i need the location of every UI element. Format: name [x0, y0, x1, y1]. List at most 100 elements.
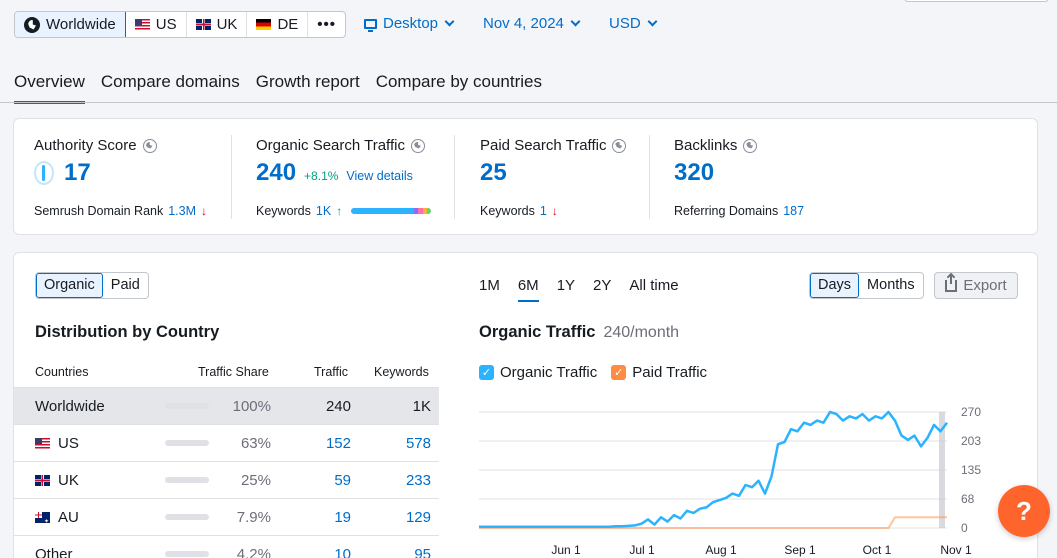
keywords-value: 1K — [412, 398, 431, 415]
traffic-share-header: Traffic Share — [198, 365, 269, 379]
keywords-value[interactable]: 129 — [405, 509, 431, 526]
backlinks-title: Backlinks — [674, 137, 738, 154]
region-label: US — [155, 16, 177, 33]
domain-rank-value[interactable]: 1.3M — [168, 204, 197, 218]
backlinks-value[interactable]: 320 — [674, 159, 715, 186]
view-details-link[interactable]: View details — [346, 169, 413, 183]
days-button[interactable]: Days — [810, 273, 860, 298]
traffic-share-bar — [165, 440, 209, 446]
region-label: UK — [216, 16, 238, 33]
info-icon[interactable] — [743, 138, 758, 153]
series-line-paid-traffic — [479, 516, 947, 529]
x-tick-label: Sep 1 — [784, 543, 816, 557]
traffic-share-bar — [165, 551, 209, 557]
traffic-share-value: 4.2% — [236, 546, 271, 558]
date-label: Nov 4, 2024 — [483, 15, 564, 32]
metric-sub: Keywords 1K ↑ — [256, 204, 432, 218]
paid-toggle-button[interactable]: Paid — [110, 277, 140, 293]
referring-domains-value[interactable]: 187 — [783, 204, 805, 218]
region-us-button[interactable]: US — [126, 12, 187, 37]
chart-title: Organic Traffic — [479, 323, 596, 341]
traffic-value[interactable]: 59 — [334, 472, 351, 489]
info-icon[interactable] — [612, 138, 627, 153]
period-2y[interactable]: 2Y — [593, 277, 612, 294]
period-all-time[interactable]: All time — [629, 277, 679, 294]
hover-marker — [939, 412, 945, 528]
traffic-share-bar — [165, 403, 209, 409]
traffic-share-value: 63% — [240, 435, 271, 452]
organic-toggle-button[interactable]: Organic — [36, 273, 103, 298]
checkbox-checked-icon[interactable]: ✓ — [479, 365, 494, 380]
uk-flag-icon — [35, 475, 50, 486]
keywords-value[interactable]: 233 — [405, 472, 431, 489]
top-right-control[interactable] — [904, 0, 1049, 2]
traffic-share-value: 25% — [240, 472, 271, 489]
paid-traffic-value[interactable]: 25 — [480, 159, 507, 186]
authority-score-value[interactable]: 17 — [64, 159, 91, 186]
granularity-toggle: Days Months — [809, 272, 924, 299]
traffic-value[interactable]: 10 — [334, 546, 351, 558]
tab-overview[interactable]: Overview — [14, 72, 85, 104]
date-dropdown[interactable]: Nov 4, 2024 — [483, 15, 581, 32]
table-row[interactable]: Worldwide 100% 240 1K — [14, 387, 439, 424]
authority-gauge-icon — [34, 161, 54, 185]
metric-value: 240 +8.1% View details — [256, 159, 413, 187]
more-icon: ••• — [317, 16, 337, 33]
export-button[interactable]: Export — [934, 272, 1018, 299]
traffic-value[interactable]: 19 — [334, 509, 351, 526]
organic-traffic-chart[interactable]: 270 203 135 68 0 Jun 1 Jul 1 Aug 1 Sep 1 Oct 1 Nov… — [479, 398, 1009, 558]
metric-value: 25 — [480, 159, 507, 187]
table-row[interactable]: AU 7.9% 19 129 — [14, 498, 439, 535]
chevron-down-icon — [444, 16, 455, 27]
region-de-button[interactable]: DE — [247, 12, 309, 37]
traffic-share-bar — [165, 514, 209, 520]
tab-growth-report[interactable]: Growth report — [255, 72, 360, 91]
tab-compare-domains[interactable]: Compare domains — [100, 72, 240, 91]
x-tick-label: Jul 1 — [629, 543, 655, 557]
table-row[interactable]: US 63% 152 578 — [14, 424, 439, 461]
info-icon[interactable] — [142, 138, 157, 153]
legend-paid-traffic[interactable]: ✓ Paid Traffic — [611, 364, 707, 381]
legend-organic-traffic[interactable]: ✓ Organic Traffic — [479, 364, 597, 381]
chart-subtitle: 240/month — [603, 324, 680, 341]
period-6m[interactable]: 6M — [517, 277, 539, 302]
x-tick-label: Jun 1 — [551, 543, 581, 557]
y-tick-label: 270 — [961, 405, 981, 419]
traffic-value[interactable]: 152 — [325, 435, 351, 452]
chart-legend: ✓ Organic Traffic ✓ Paid Traffic — [479, 364, 707, 381]
currency-dropdown[interactable]: USD — [609, 15, 658, 32]
period-1y[interactable]: 1Y — [556, 277, 576, 294]
region-worldwide-button[interactable]: Worldwide — [15, 12, 126, 37]
keywords-value[interactable]: 1 — [539, 204, 547, 218]
tab-bar: Overview Compare domains Growth report C… — [14, 72, 542, 104]
export-icon — [945, 273, 958, 292]
help-button[interactable]: ? — [998, 485, 1050, 537]
tab-compare-by-countries[interactable]: Compare by countries — [375, 72, 543, 91]
checkbox-checked-icon[interactable]: ✓ — [611, 365, 627, 380]
table-row[interactable]: Other 4.2% 10 95 — [14, 535, 439, 558]
organic-traffic-value[interactable]: 240 — [256, 159, 297, 186]
country-name: AU — [58, 509, 79, 526]
chevron-down-icon — [570, 16, 581, 27]
region-uk-button[interactable]: UK — [187, 12, 248, 37]
keywords-value[interactable]: 578 — [405, 435, 431, 452]
arrow-up-icon: ↑ — [336, 204, 343, 218]
x-tick-label: Nov 1 — [940, 543, 972, 557]
keywords-value[interactable]: 95 — [414, 546, 431, 558]
months-button[interactable]: Months — [867, 277, 915, 293]
keywords-label: Keywords — [256, 204, 311, 218]
info-icon[interactable] — [410, 138, 425, 153]
y-tick-label: 203 — [961, 434, 981, 448]
keywords-value[interactable]: 1K — [315, 204, 332, 218]
x-tick-label: Oct 1 — [863, 543, 892, 557]
arrow-down-icon: ↓ — [201, 204, 208, 218]
more-regions-button[interactable]: ••• — [308, 12, 345, 37]
table-row[interactable]: UK 25% 59 233 — [14, 461, 439, 498]
period-1m[interactable]: 1M — [479, 277, 500, 294]
legend-label: Paid Traffic — [632, 364, 708, 381]
country-cell: UK — [35, 472, 79, 489]
keyword-distribution-bar — [351, 208, 432, 214]
y-tick-label: 0 — [961, 521, 968, 535]
device-dropdown[interactable]: Desktop — [364, 15, 455, 32]
organic-traffic-title: Organic Search Traffic — [256, 137, 405, 154]
